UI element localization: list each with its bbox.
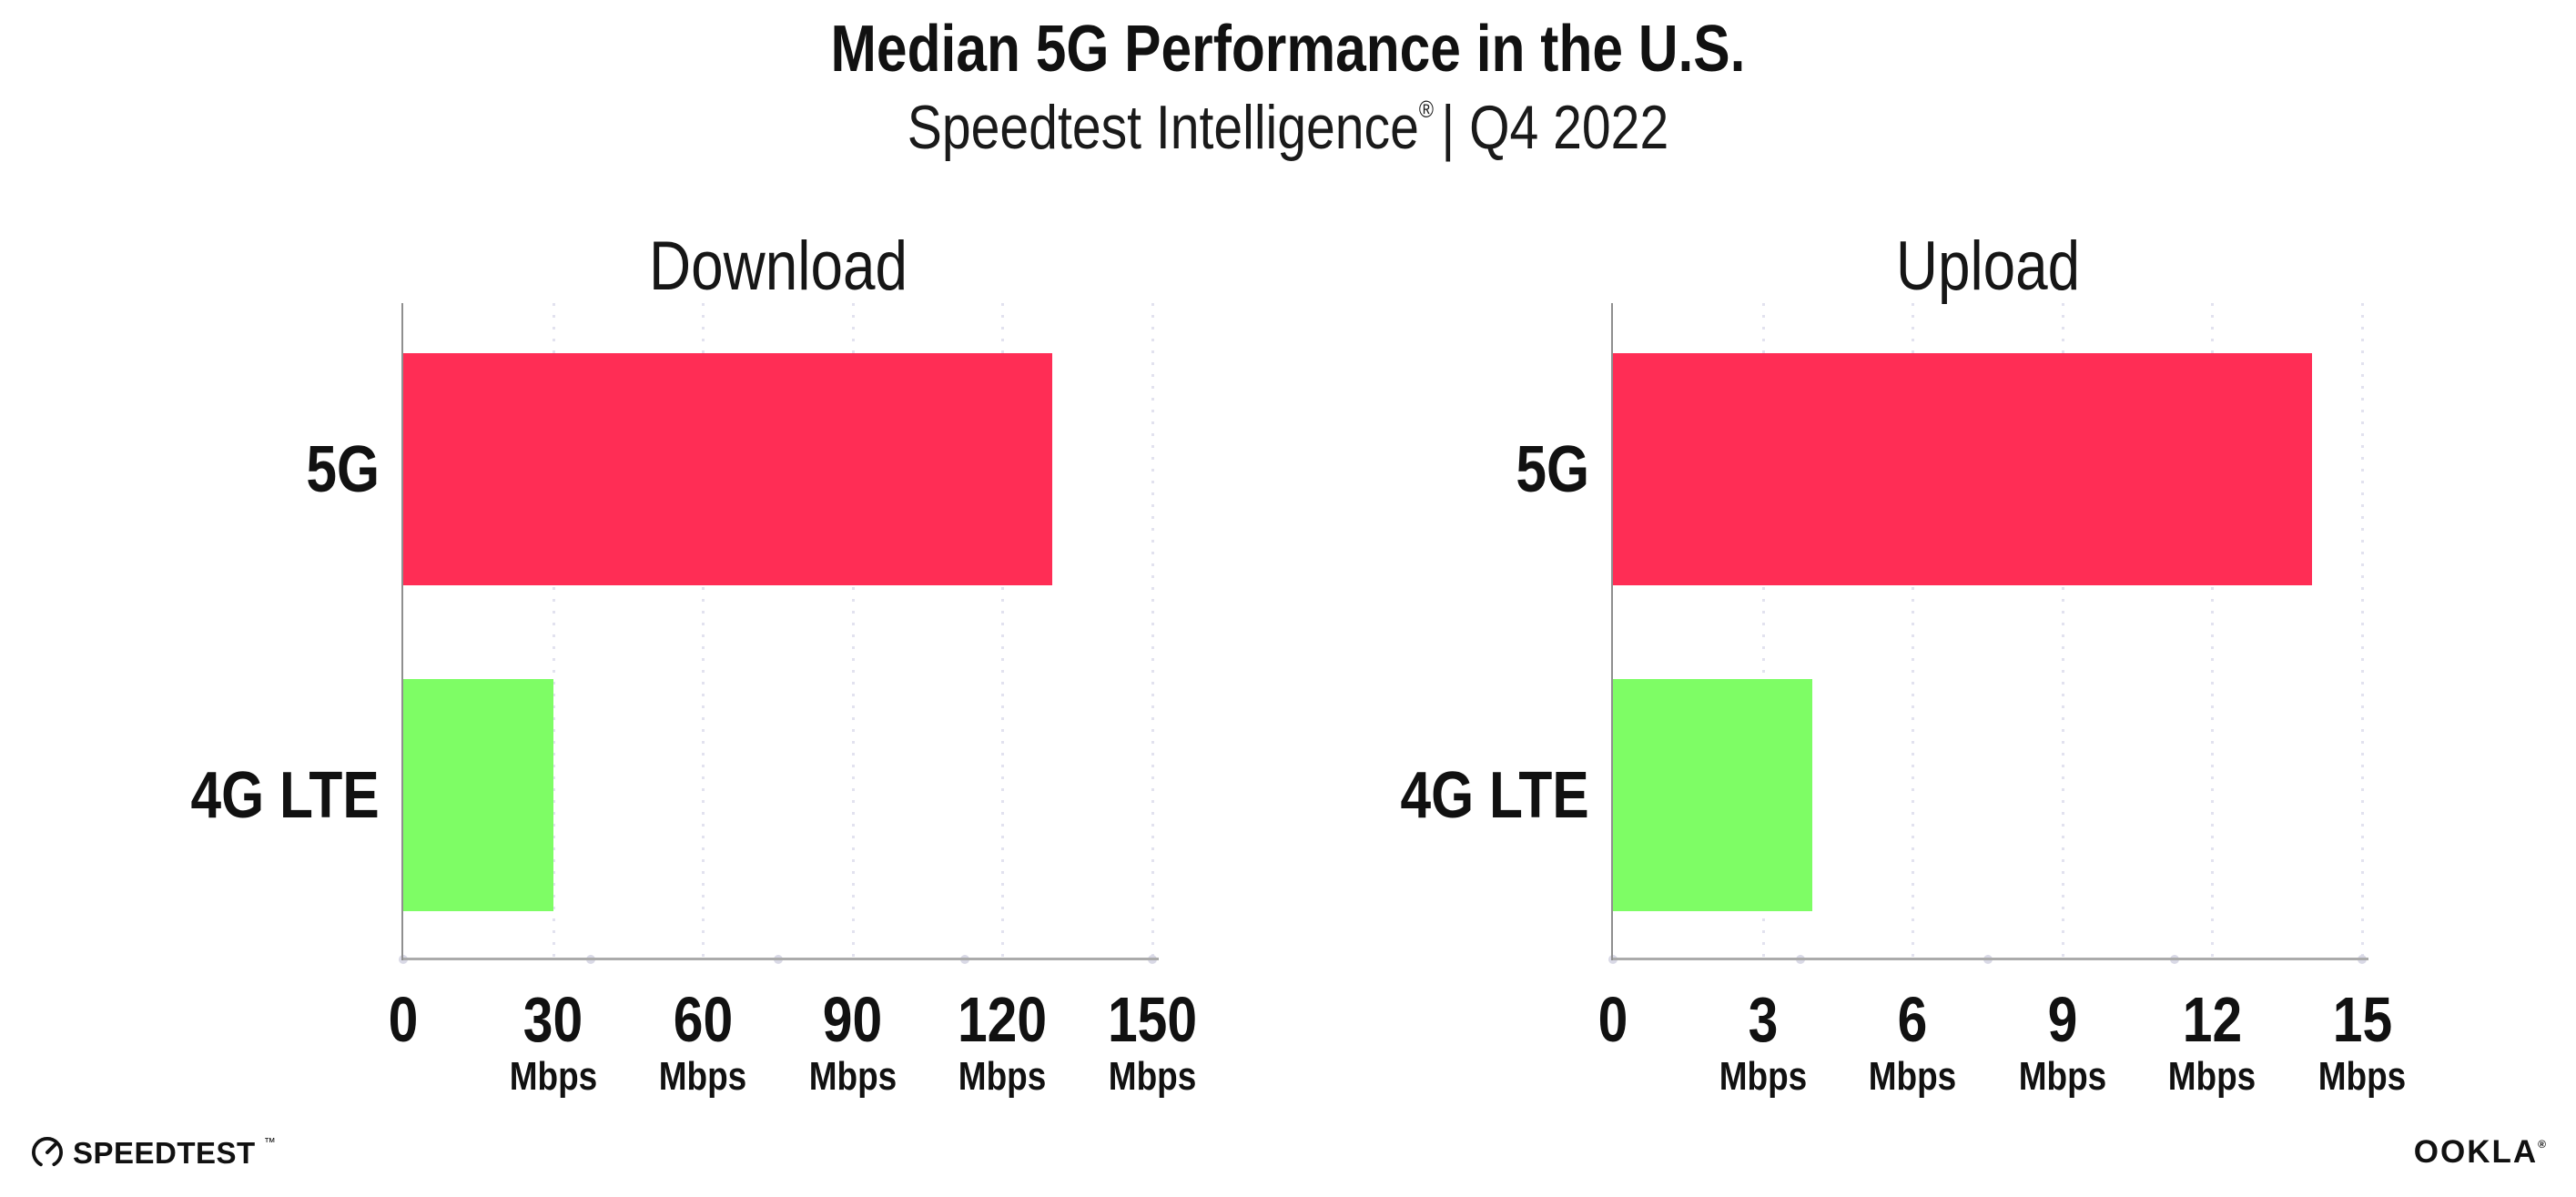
upload-chart: Upload 0 3 Mbps 6 Mbps 9 Mbps 12 Mbps 15 Mbps 5G 4G… <box>1401 232 2406 1097</box>
x-tick-value: 12 <box>2182 984 2243 1055</box>
x-tick-unit: Mbps <box>1719 1054 1807 1099</box>
upload-x-axis <box>1611 958 2368 960</box>
x-tick-9: 9 Mbps <box>2010 988 2115 1097</box>
gridline-90 <box>851 303 855 959</box>
page-title-text: Median 5G Performance in the U.S. <box>830 13 1746 86</box>
x-tick-value: 60 <box>673 984 733 1055</box>
x-tick-unit: Mbps <box>808 1054 898 1099</box>
x-tick-15: 15 Mbps <box>2310 988 2415 1097</box>
x-tick-unit: Mbps <box>1108 1054 1197 1099</box>
upload-chart-title-text: Upload <box>1895 228 2080 305</box>
speedtest-trademark: ™ <box>263 1134 276 1149</box>
category-label-5g: 5G <box>1516 432 1589 506</box>
category-label-4g-lte: 4G LTE <box>1400 758 1589 832</box>
upload-chart-title: Upload <box>1878 232 2097 301</box>
speedtest-wordmark: SPEEDTEST <box>73 1135 256 1170</box>
subtitle-brand: Speedtest Intelligence <box>907 93 1419 162</box>
gridline-120 <box>1001 303 1005 959</box>
x-tick-value: 3 <box>1748 984 1778 1055</box>
x-tick-3: 3 Mbps <box>1710 988 1815 1097</box>
x-tick-value: 6 <box>1897 984 1928 1055</box>
category-label-5g: 5G <box>306 432 380 506</box>
x-tick-value: 30 <box>522 984 583 1055</box>
subtitle-period: | Q4 2022 <box>1441 93 1669 162</box>
page-subtitle-text: Speedtest Intelligence® | Q4 2022 <box>908 96 1668 158</box>
upload-y-axis <box>1611 303 1613 960</box>
download-y-axis <box>401 303 403 960</box>
gridline-150 <box>1151 303 1154 959</box>
bar-5g <box>1613 353 2313 585</box>
x-tick-unit: Mbps <box>2317 1054 2407 1099</box>
gridline-3 <box>1761 303 1765 959</box>
x-tick-30: 30 Mbps <box>501 988 605 1097</box>
bar-4g-lte <box>1613 679 1813 911</box>
x-tick-value: 0 <box>388 984 419 1055</box>
gridline-30 <box>552 303 555 959</box>
x-tick-unit: Mbps <box>958 1054 1047 1099</box>
x-tick-unit: Mbps <box>1868 1054 1957 1099</box>
download-chart-title: Download <box>624 232 932 301</box>
gridline-6 <box>1912 303 1915 959</box>
x-tick-value: 0 <box>1597 984 1628 1055</box>
gridline-15 <box>2361 303 2364 959</box>
x-tick-unit: Mbps <box>658 1054 747 1099</box>
gridline-12 <box>2211 303 2215 959</box>
x-tick-unit: Mbps <box>2168 1054 2257 1099</box>
x-tick-12: 12 Mbps <box>2160 988 2265 1097</box>
x-tick-6: 6 Mbps <box>1861 988 1965 1097</box>
x-tick-unit: Mbps <box>2018 1054 2107 1099</box>
x-tick-0: 0 <box>386 988 421 1051</box>
registered-mark: ® <box>1418 96 1434 123</box>
ookla-wordmark: OOKLA <box>2413 1134 2539 1170</box>
x-tick-value: 150 <box>1107 984 1198 1055</box>
x-tick-value: 15 <box>2332 984 2392 1055</box>
bar-4g-lte <box>403 679 553 911</box>
x-tick-150: 150 Mbps <box>1100 988 1206 1097</box>
bar-5g <box>403 353 1053 585</box>
x-tick-120: 120 Mbps <box>949 988 1056 1097</box>
download-chart-title-text: Download <box>648 228 908 305</box>
speedtest-gauge-icon <box>30 1135 65 1170</box>
x-tick-0: 0 <box>1596 988 1631 1051</box>
x-tick-value: 120 <box>958 984 1048 1055</box>
ookla-registered-mark: ® <box>2538 1138 2546 1151</box>
speedtest-logo: SPEEDTEST ™ <box>30 1135 276 1170</box>
download-x-axis <box>401 958 1159 960</box>
gridline-9 <box>2061 303 2064 959</box>
page-subtitle: Speedtest Intelligence® | Q4 2022 <box>835 96 1741 158</box>
x-tick-60: 60 Mbps <box>651 988 756 1097</box>
x-tick-unit: Mbps <box>509 1054 597 1099</box>
category-label-4g-lte: 4G LTE <box>190 758 380 832</box>
x-tick-value: 9 <box>2047 984 2078 1055</box>
download-chart: Download 0 30 Mbps 60 Mbps 90 Mbps 120 Mbps 150 Mb… <box>191 232 1197 1097</box>
gridline-60 <box>702 303 705 959</box>
x-tick-90: 90 Mbps <box>800 988 905 1097</box>
ookla-logo: OOKLA® <box>2414 1136 2546 1168</box>
page-title: Median 5G Performance in the U.S. <box>744 16 1832 82</box>
x-tick-value: 90 <box>823 984 883 1055</box>
